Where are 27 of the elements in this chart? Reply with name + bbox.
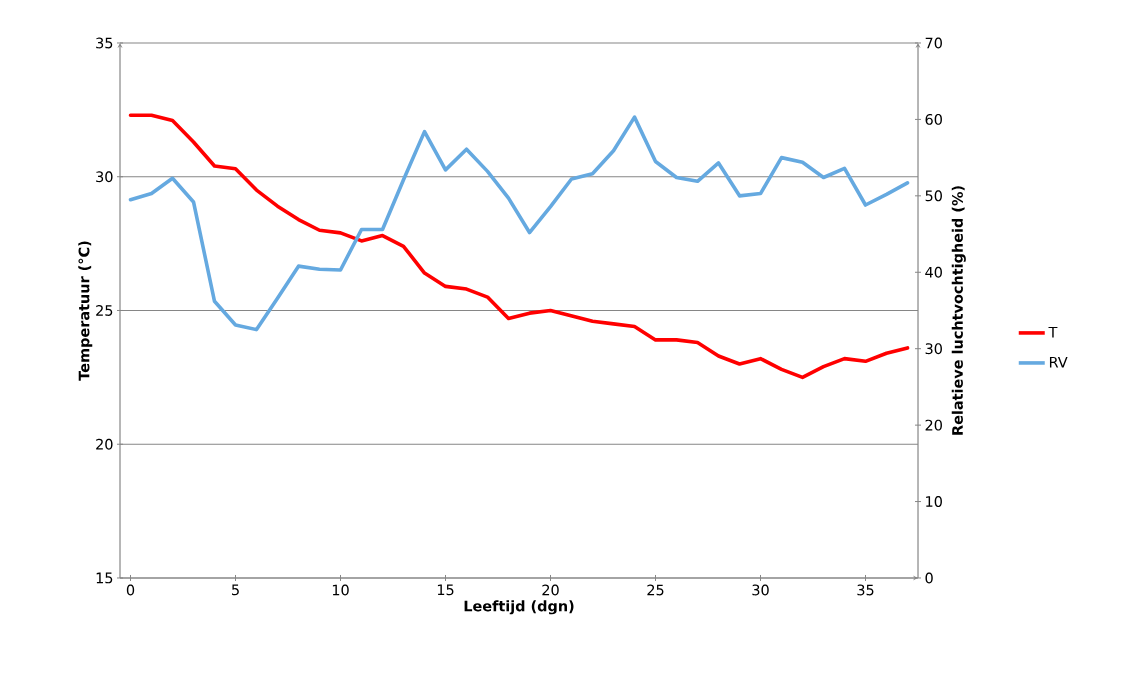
- legend-label: T: [1048, 326, 1058, 338]
- y-tick-label: 20: [96, 438, 113, 450]
- x-axis-title: Leeftijd (dgn): [464, 600, 574, 615]
- line-series: [128, 115, 910, 332]
- y2-tick-label: 60: [925, 113, 942, 125]
- y-axis-title: Temperatuur (°C): [78, 241, 93, 381]
- y2-tick-label: 50: [925, 190, 942, 202]
- y2-tick-label: 10: [926, 496, 942, 508]
- x-tick-label: 0: [126, 584, 135, 596]
- y2-tick-label: 0: [925, 572, 933, 584]
- x-tick-label: 5: [232, 584, 239, 596]
- y2-tick-label: 30: [925, 343, 942, 355]
- y-tick-label: 25: [96, 305, 113, 316]
- y2-tick-label: 40: [925, 266, 942, 278]
- y2-axis-title: Relatieve luchtvochtigheid (%): [951, 186, 966, 435]
- y-tick-label: 30: [96, 171, 113, 183]
- y2-tick-label: 20: [925, 419, 942, 431]
- x-tick-label: 25: [647, 584, 664, 596]
- x-tick-label: 20: [542, 584, 559, 596]
- y2-tick-label: 70: [925, 37, 942, 49]
- x-tick-label: 35: [857, 584, 874, 596]
- y-tick-label: 35: [96, 37, 113, 49]
- y-tick-label: 15: [96, 572, 113, 584]
- x-tick-label: 15: [437, 584, 454, 596]
- x-tick-label: 10: [332, 584, 349, 596]
- legend-label: RV: [1049, 356, 1068, 368]
- x-tick-label: 30: [752, 584, 769, 596]
